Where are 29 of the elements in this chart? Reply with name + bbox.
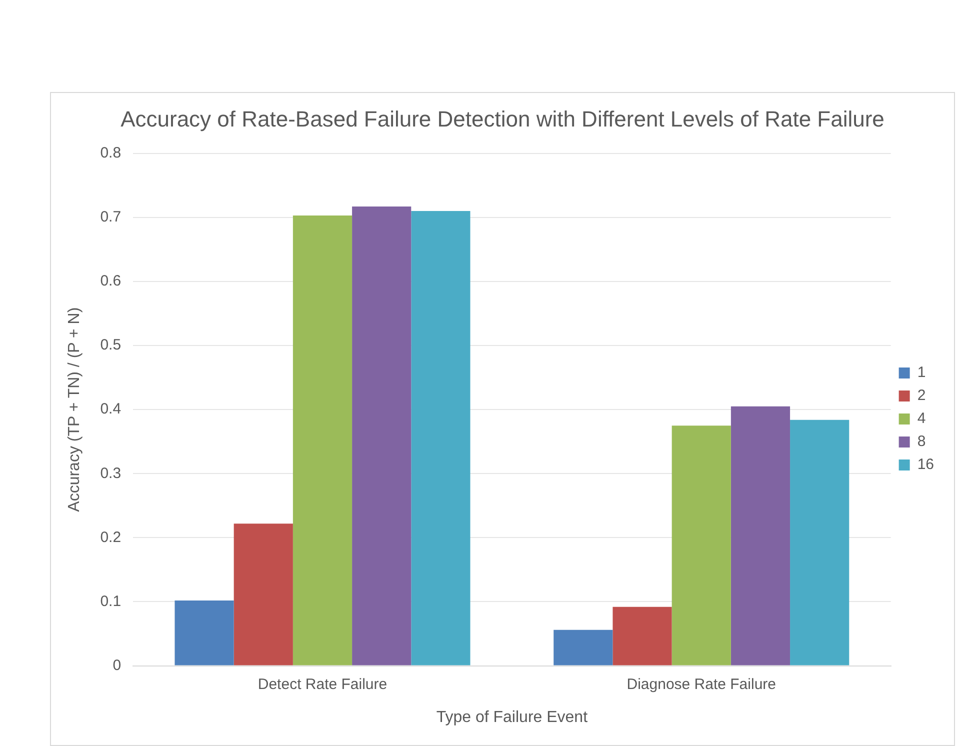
- legend-label: 4: [917, 410, 926, 428]
- y-tick-label: 0.4: [100, 400, 122, 418]
- bar: [292, 216, 352, 666]
- bar: [411, 211, 470, 666]
- bar: [672, 426, 731, 666]
- y-tick-label: 0.1: [100, 592, 122, 610]
- legend-label: 16: [917, 456, 934, 474]
- x-tick-label: Diagnose Rate Failure: [626, 676, 776, 693]
- bar: [790, 420, 850, 666]
- bar: [174, 600, 234, 666]
- y-tick-label: 0.6: [100, 272, 122, 290]
- y-tick-label: 0.8: [100, 144, 122, 162]
- bar: [554, 630, 613, 666]
- bar: [234, 524, 293, 666]
- bar: [352, 206, 412, 666]
- y-axis-title: Accuracy (TP + TN) / (P + N): [66, 307, 84, 512]
- x-tick-label: Detect Rate Failure: [258, 676, 388, 693]
- legend-label: 2: [917, 387, 926, 404]
- bar: [612, 606, 672, 666]
- y-tick-label: 0.2: [100, 528, 122, 546]
- chart-title: Accuracy of Rate-Based Failure Detection with Different Levels of Rate Failure: [120, 106, 884, 132]
- legend-label: 8: [917, 433, 926, 450]
- legend-label: 1: [917, 364, 926, 382]
- y-tick-label: 0.3: [100, 464, 122, 482]
- y-tick-label: 0.5: [100, 336, 122, 354]
- x-axis-title: Type of Failure Event: [436, 708, 588, 726]
- y-tick-label: 0: [112, 656, 122, 674]
- bar: [730, 406, 790, 666]
- y-tick-label: 0.7: [100, 208, 122, 226]
